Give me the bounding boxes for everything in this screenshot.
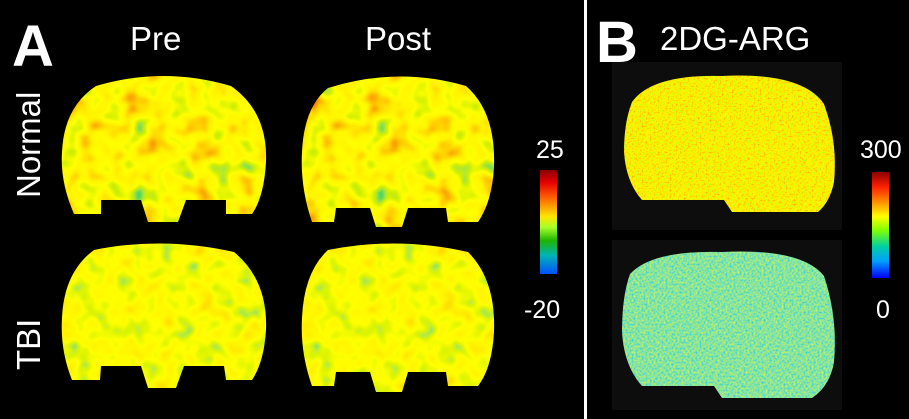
scale-a-min-label: -20: [524, 296, 561, 324]
scale-a-colorbar: [540, 170, 557, 274]
brain-normal-pre-image: [61, 76, 267, 222]
row-label-tbi: TBI: [10, 318, 47, 370]
column-label-post: Post: [365, 20, 432, 57]
scale-b-min-label: 0: [876, 296, 890, 324]
row-label-normal: Normal: [10, 91, 47, 198]
scale-a-max-label: 25: [536, 136, 564, 164]
panel-letter-a: A: [12, 14, 54, 79]
argography-lower-image: [612, 240, 842, 410]
column-label-pre: Pre: [130, 20, 182, 57]
scale-b-colorbar: [872, 172, 889, 278]
panel-b-title: 2DG-ARG: [660, 20, 811, 57]
scale-b-max-label: 300: [860, 136, 902, 164]
panel-divider: [584, 0, 587, 419]
argography-upper-image: [612, 62, 842, 230]
brain-normal-post-image: [301, 76, 495, 227]
brain-tbi-post-image: [301, 243, 495, 393]
panel-letter-b: B: [596, 10, 638, 75]
brain-tbi-pre-image: [61, 243, 267, 389]
